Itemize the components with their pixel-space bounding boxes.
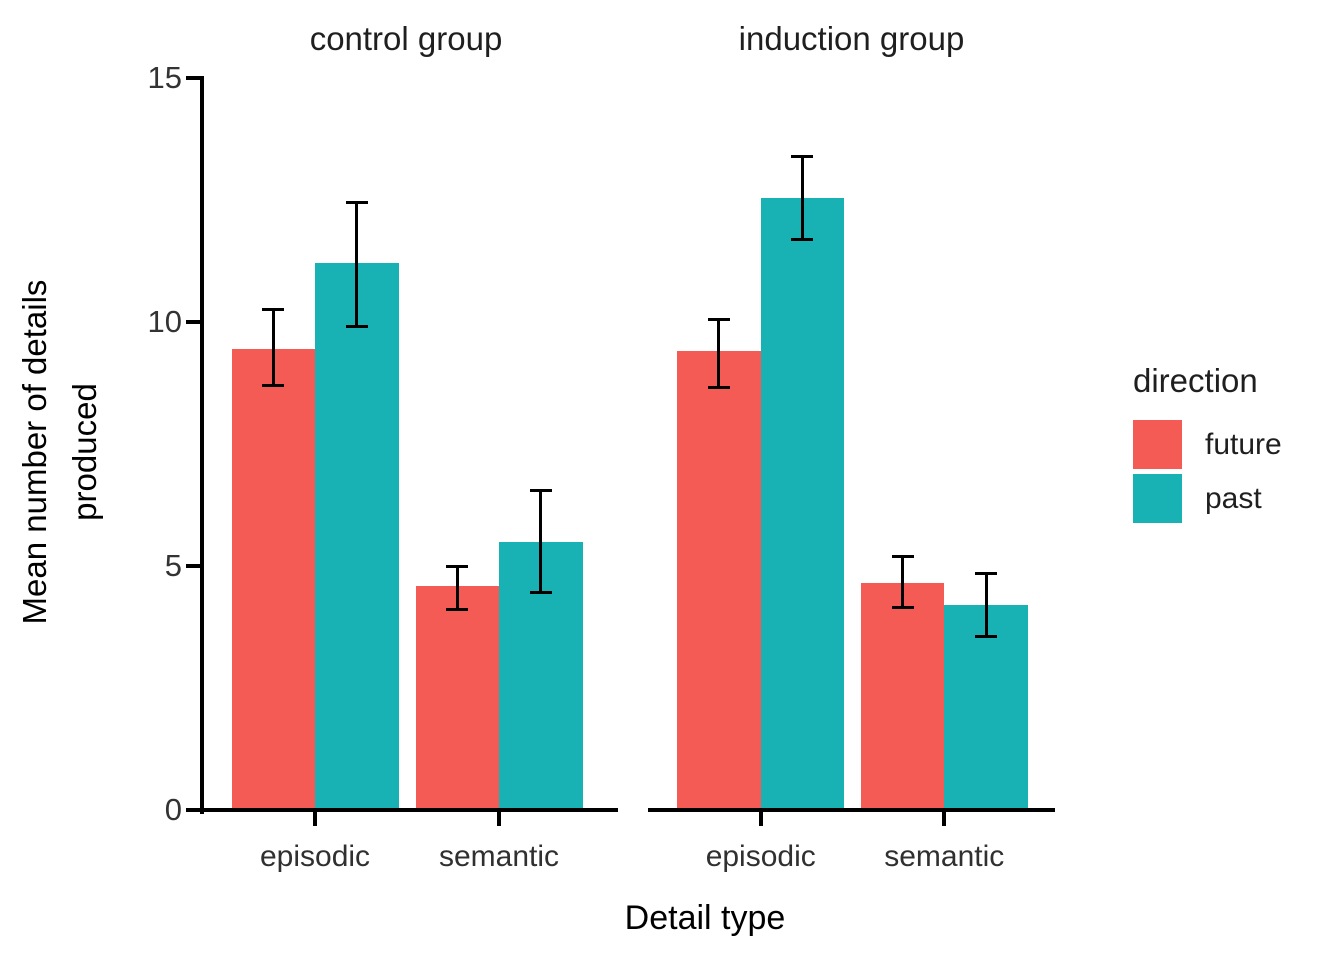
legend-item-future: future [1133, 420, 1282, 469]
errorbar-control-episodic-past-cap-bot [345, 325, 368, 329]
errorbar-control-episodic-past-line [355, 202, 359, 327]
y-tick-10 [186, 320, 200, 324]
errorbar-control-episodic-future-cap-bot [262, 383, 285, 387]
errorbar-induction-episodic-past-cap-bot [791, 237, 814, 241]
errorbar-control-semantic-past-cap-bot [529, 591, 552, 595]
y-tick-label-5: 5 [164, 548, 182, 583]
y-tick-label-10: 10 [147, 304, 182, 339]
errorbar-induction-semantic-past-line [984, 573, 988, 637]
errorbar-control-semantic-past-cap-top [529, 488, 552, 492]
y-axis-title-line2: produced [66, 383, 103, 521]
bar-induction-semantic-past [944, 605, 1028, 810]
y-tick-label-0: 0 [164, 792, 182, 827]
errorbar-control-semantic-future-cap-bot [446, 608, 469, 612]
x-tick-label-induction-semantic: semantic [884, 840, 1005, 873]
x-axis-title: Detail type [624, 899, 786, 937]
bar-induction-semantic-future [860, 583, 945, 810]
legend-label-future: future [1205, 427, 1282, 461]
errorbar-control-episodic-future-cap-top [262, 308, 285, 312]
errorbar-induction-episodic-past-line [800, 156, 804, 240]
y-tick-0 [186, 808, 200, 812]
x-tick-label-control-semantic: semantic [438, 840, 560, 873]
y-tick-label-15: 15 [147, 60, 182, 95]
errorbar-control-semantic-past-line [539, 490, 543, 593]
y-axis-title: Mean number of details produced [10, 172, 110, 732]
legend-items: future past [1133, 420, 1282, 523]
y-axis-line [200, 76, 204, 814]
errorbar-control-semantic-future-line [455, 566, 459, 610]
bar-control-episodic-past [315, 263, 399, 810]
errorbar-induction-episodic-future-line [717, 319, 721, 388]
legend-title: direction [1133, 362, 1258, 399]
errorbar-control-episodic-past-cap-top [345, 200, 368, 204]
x-tick-label-control-episodic: episodic [259, 840, 371, 873]
facet-title-control: control group [309, 20, 503, 57]
errorbar-induction-episodic-past-cap-top [791, 154, 814, 158]
errorbar-induction-semantic-past-cap-bot [975, 635, 998, 639]
x-axis-line-control [200, 808, 618, 812]
legend-label-past: past [1205, 481, 1262, 515]
legend-item-past: past [1133, 474, 1282, 523]
errorbar-induction-episodic-future-cap-top [707, 318, 730, 322]
y-tick-15 [186, 76, 200, 80]
errorbar-control-episodic-future-line [271, 309, 275, 386]
errorbar-control-semantic-future-cap-top [446, 564, 469, 568]
errorbar-induction-semantic-future-cap-bot [891, 605, 914, 609]
bar-induction-episodic-future [677, 351, 761, 810]
errorbar-induction-semantic-past-cap-top [975, 571, 998, 575]
legend-swatch-past [1133, 474, 1182, 523]
bar-control-episodic-future [231, 348, 316, 810]
bar-induction-episodic-past [760, 197, 845, 810]
errorbar-induction-semantic-future-cap-top [891, 554, 914, 558]
x-tick-induction-semantic [942, 812, 947, 826]
x-tick-label-induction-episodic: episodic [705, 840, 816, 873]
x-tick-control-episodic [313, 812, 318, 826]
x-axis-line-induction [648, 808, 1055, 812]
errorbar-induction-semantic-future-line [901, 556, 905, 608]
errorbar-induction-episodic-future-cap-bot [707, 386, 730, 390]
x-tick-induction-episodic [758, 812, 763, 826]
bar-control-semantic-future [415, 585, 500, 810]
legend: direction future past [1133, 362, 1282, 528]
legend-swatch-future [1133, 420, 1182, 469]
x-tick-control-semantic [497, 812, 502, 826]
facet-title-induction: induction group [738, 20, 965, 57]
y-tick-5 [186, 564, 200, 568]
y-axis-title-line1: Mean number of details [16, 279, 53, 625]
